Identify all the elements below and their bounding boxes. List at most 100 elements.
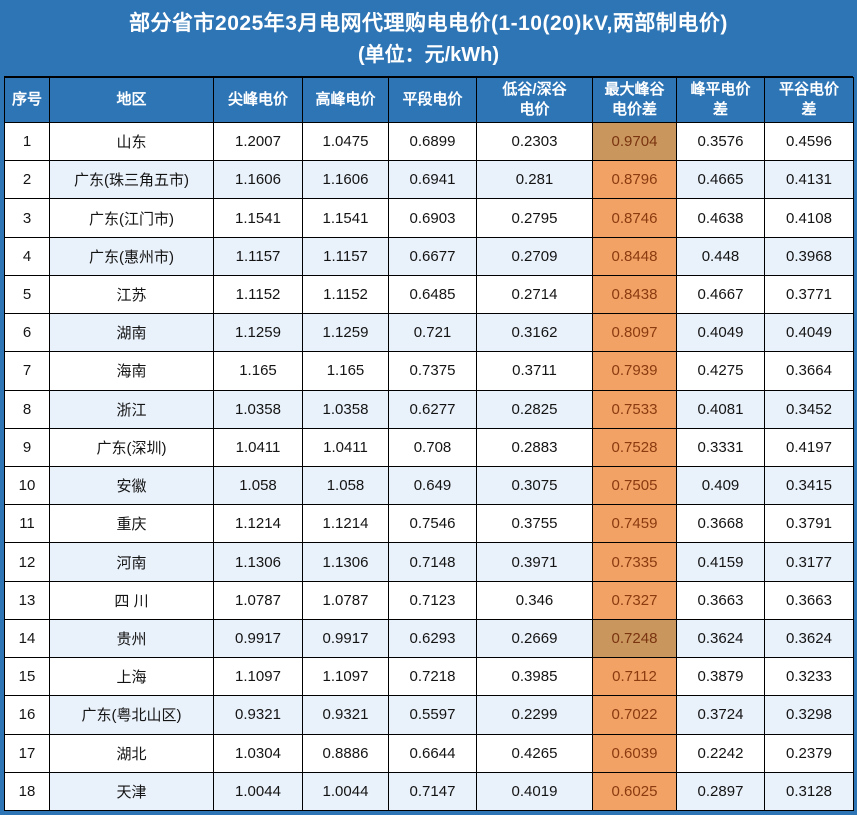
cell-seq: 17 (4, 733, 50, 773)
cell-peak-flat-diff: 0.3331 (676, 427, 765, 467)
cell-valley-deep-valley-price: 0.2795 (476, 198, 593, 238)
cell-region: 江苏 (49, 274, 214, 315)
cell-region: 河南 (49, 542, 214, 582)
cell-seq: 4 (4, 236, 50, 276)
cell-region: 海南 (49, 351, 214, 391)
cell-seq: 11 (4, 504, 50, 544)
cell-region: 山东 (49, 121, 214, 162)
cell-region: 安徽 (49, 465, 214, 506)
cell-sharp-peak-price: 1.1214 (213, 504, 303, 544)
cell-valley-deep-valley-price: 0.3985 (476, 657, 593, 697)
cell-peak-flat-diff: 0.3668 (676, 504, 765, 544)
cell-seq: 7 (4, 351, 50, 391)
cell-valley-deep-valley-price: 0.3162 (476, 313, 593, 353)
cell-region: 四 川 (49, 580, 214, 620)
table-row: 14 贵州 0.9917 0.9917 0.6293 0.2669 0.7248 0.3624… (4, 618, 854, 659)
cell-max-peak-valley-diff: 0.6025 (592, 771, 677, 812)
cell-max-peak-valley-diff: 0.8097 (592, 313, 677, 353)
cell-sharp-peak-price: 0.9917 (213, 618, 303, 659)
cell-high-peak-price: 1.0475 (302, 121, 389, 162)
cell-high-peak-price: 1.1606 (302, 160, 389, 200)
table-row: 1 山东 1.2007 1.0475 0.6899 0.2303 0.9704 0.3576 0… (4, 121, 854, 162)
cell-seq: 12 (4, 542, 50, 582)
cell-peak-flat-diff: 0.3576 (676, 121, 765, 162)
cell-max-peak-valley-diff: 0.7022 (592, 695, 677, 735)
cell-flat-period-price: 0.6485 (388, 274, 477, 315)
cell-flat-period-price: 0.649 (388, 465, 477, 506)
cell-high-peak-price: 0.8886 (302, 733, 389, 773)
cell-seq: 18 (4, 771, 50, 812)
cell-region: 重庆 (49, 504, 214, 544)
table-row: 3 广东(江门市) 1.1541 1.1541 0.6903 0.2795 0.8746 0.… (4, 198, 854, 238)
col-header-flat-period-price: 平段电价 (388, 77, 477, 123)
cell-flat-valley-diff: 0.3452 (764, 389, 854, 429)
cell-flat-valley-diff: 0.3177 (764, 542, 854, 582)
cell-valley-deep-valley-price: 0.3755 (476, 504, 593, 544)
cell-sharp-peak-price: 1.0411 (213, 427, 303, 467)
table-row: 17 湖北 1.0304 0.8886 0.6644 0.4265 0.6039 0.2242… (4, 733, 854, 773)
col-header-seq: 序号 (4, 77, 50, 123)
cell-seq: 9 (4, 427, 50, 467)
cell-seq: 6 (4, 313, 50, 353)
cell-sharp-peak-price: 0.9321 (213, 695, 303, 735)
cell-valley-deep-valley-price: 0.2709 (476, 236, 593, 276)
cell-flat-valley-diff: 0.3791 (764, 504, 854, 544)
cell-flat-valley-diff: 0.3771 (764, 274, 854, 315)
cell-peak-flat-diff: 0.4665 (676, 160, 765, 200)
cell-flat-period-price: 0.6899 (388, 121, 477, 162)
cell-flat-valley-diff: 0.4596 (764, 121, 854, 162)
cell-sharp-peak-price: 1.0787 (213, 580, 303, 620)
cell-flat-valley-diff: 0.3415 (764, 465, 854, 506)
cell-seq: 1 (4, 121, 50, 162)
cell-high-peak-price: 1.058 (302, 465, 389, 506)
cell-valley-deep-valley-price: 0.3971 (476, 542, 593, 582)
cell-max-peak-valley-diff: 0.8746 (592, 198, 677, 238)
col-header-valley-deep-valley-price: 低谷/深谷 电价 (476, 77, 593, 123)
cell-max-peak-valley-diff: 0.7248 (592, 618, 677, 659)
cell-sharp-peak-price: 1.165 (213, 351, 303, 391)
cell-sharp-peak-price: 1.1606 (213, 160, 303, 200)
cell-seq: 13 (4, 580, 50, 620)
cell-flat-period-price: 0.6293 (388, 618, 477, 659)
cell-high-peak-price: 1.0411 (302, 427, 389, 467)
cell-seq: 10 (4, 465, 50, 506)
cell-valley-deep-valley-price: 0.2299 (476, 695, 593, 735)
cell-high-peak-price: 0.9917 (302, 618, 389, 659)
cell-max-peak-valley-diff: 0.7335 (592, 542, 677, 582)
cell-max-peak-valley-diff: 0.7459 (592, 504, 677, 544)
cell-flat-period-price: 0.5597 (388, 695, 477, 735)
cell-high-peak-price: 1.1541 (302, 198, 389, 238)
cell-peak-flat-diff: 0.4081 (676, 389, 765, 429)
cell-region: 广东(粤北山区) (49, 695, 214, 735)
cell-flat-period-price: 0.708 (388, 427, 477, 467)
cell-sharp-peak-price: 1.1259 (213, 313, 303, 353)
cell-peak-flat-diff: 0.448 (676, 236, 765, 276)
cell-seq: 8 (4, 389, 50, 429)
cell-seq: 2 (4, 160, 50, 200)
cell-region: 贵州 (49, 618, 214, 659)
cell-valley-deep-valley-price: 0.2714 (476, 274, 593, 315)
cell-peak-flat-diff: 0.3663 (676, 580, 765, 620)
cell-sharp-peak-price: 1.2007 (213, 121, 303, 162)
cell-high-peak-price: 1.1097 (302, 657, 389, 697)
cell-valley-deep-valley-price: 0.3075 (476, 465, 593, 506)
cell-flat-valley-diff: 0.3664 (764, 351, 854, 391)
cell-max-peak-valley-diff: 0.8448 (592, 236, 677, 276)
cell-max-peak-valley-diff: 0.7505 (592, 465, 677, 506)
cell-peak-flat-diff: 0.3724 (676, 695, 765, 735)
cell-max-peak-valley-diff: 0.8438 (592, 274, 677, 315)
table-row: 12 河南 1.1306 1.1306 0.7148 0.3971 0.7335 0.4159… (4, 542, 854, 582)
cell-high-peak-price: 1.1306 (302, 542, 389, 582)
cell-valley-deep-valley-price: 0.4265 (476, 733, 593, 773)
cell-valley-deep-valley-price: 0.2303 (476, 121, 593, 162)
cell-region: 广东(珠三角五市) (49, 160, 214, 200)
cell-region: 广东(深圳) (49, 427, 214, 467)
cell-flat-period-price: 0.7218 (388, 657, 477, 697)
cell-sharp-peak-price: 1.0044 (213, 771, 303, 812)
header-row: 序号 地区 尖峰电价 高峰电价 平段电价 低谷/深谷 电价 最大峰谷 电价差 峰… (4, 77, 854, 123)
cell-peak-flat-diff: 0.4667 (676, 274, 765, 315)
cell-peak-flat-diff: 0.4638 (676, 198, 765, 238)
table-row: 6 湖南 1.1259 1.1259 0.721 0.3162 0.8097 0.4049 0.… (4, 313, 854, 353)
cell-valley-deep-valley-price: 0.346 (476, 580, 593, 620)
cell-flat-valley-diff: 0.2379 (764, 733, 854, 773)
